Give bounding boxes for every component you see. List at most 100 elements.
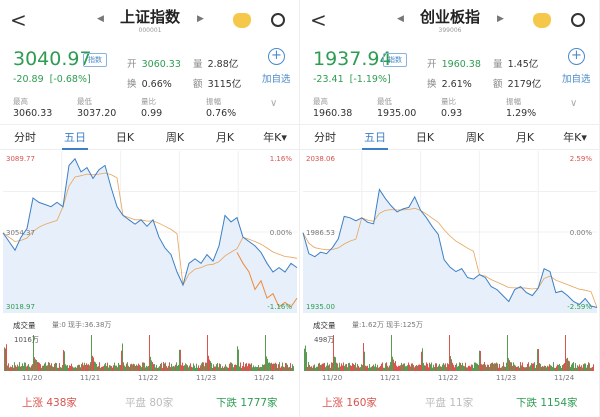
- prev-index-icon[interactable]: ◀: [397, 14, 404, 24]
- volume-bar: [344, 365, 345, 371]
- volume-bar: [493, 363, 494, 371]
- volume-bar: [81, 364, 82, 371]
- mascot-icon[interactable]: [533, 13, 551, 28]
- axis-label: 0.00%: [270, 229, 293, 237]
- mascot-icon[interactable]: [233, 13, 251, 28]
- volume-bar: [405, 366, 406, 371]
- volume-bar: [268, 362, 269, 371]
- tab-4[interactable]: 月K: [215, 131, 235, 144]
- volume-bar: [143, 362, 144, 371]
- tab-2[interactable]: 日K: [415, 131, 435, 144]
- volume-bar: [500, 367, 501, 371]
- volume-bar: [66, 365, 67, 371]
- volume-bar: [398, 365, 399, 371]
- volume-bar: [16, 366, 17, 371]
- volume-bar: [224, 366, 225, 371]
- prev-index-icon[interactable]: ◀: [97, 14, 104, 24]
- search-icon[interactable]: [571, 13, 585, 27]
- tab-5[interactable]: 年K▾: [563, 131, 587, 144]
- volume-bar: [72, 366, 73, 371]
- volume-bar: [241, 367, 242, 371]
- tab-3[interactable]: 周K: [165, 131, 185, 144]
- volume-bar: [332, 362, 333, 371]
- volume-bar: [61, 367, 62, 371]
- add-watchlist-button[interactable]: 加自选: [562, 74, 591, 85]
- open-value: 3060.33: [141, 59, 181, 70]
- expand-chevron-icon[interactable]: ∨: [270, 98, 278, 109]
- volume-bar: [197, 367, 198, 371]
- volume-label: 成交量: [313, 321, 336, 330]
- volume-bar: [220, 364, 221, 371]
- volume-bar: [391, 335, 392, 371]
- tab-1[interactable]: 五日: [50, 125, 100, 150]
- volume-bar: [309, 364, 310, 371]
- volume-bar: [164, 363, 165, 371]
- volume-bar: [364, 351, 365, 371]
- volume-bar: [473, 367, 474, 371]
- search-icon[interactable]: [271, 13, 285, 27]
- date-label: 11/21: [80, 374, 101, 382]
- volume-bar: [140, 365, 141, 371]
- expand-chevron-icon[interactable]: ∨: [570, 98, 578, 109]
- volume-bar: [564, 363, 565, 371]
- volume-bar: [427, 363, 428, 371]
- volume-info: 量:1.62万 现手:125万: [352, 321, 423, 329]
- price-chart[interactable]: 3089.77 3054.37 3018.97 1.16% 0.00% -1.16%: [0, 151, 300, 313]
- volume-bar: [467, 367, 468, 371]
- tab-0[interactable]: 分时: [314, 131, 336, 144]
- add-watchlist-button[interactable]: 加自选: [262, 74, 291, 85]
- volume-bar: [345, 364, 346, 371]
- volume-bar: [104, 364, 105, 371]
- tab-5[interactable]: 年K▾: [263, 131, 287, 144]
- volume-bar: [501, 367, 502, 371]
- tab-0[interactable]: 分时: [14, 131, 36, 144]
- back-button[interactable]: <: [10, 8, 27, 32]
- price-line: [2, 157, 298, 287]
- stat-value: 1935.00: [377, 108, 417, 119]
- volume-bar: [130, 364, 131, 371]
- volume-bar: [132, 364, 133, 371]
- volume-bar: [243, 362, 244, 371]
- volume-bar: [440, 366, 441, 371]
- volume-bar: [177, 365, 178, 371]
- volume-bar: [468, 365, 469, 371]
- tab-4[interactable]: 月K: [515, 131, 535, 144]
- tab-3[interactable]: 周K: [465, 131, 485, 144]
- volume-chart[interactable]: 498万: [300, 333, 600, 373]
- volume-bar: [108, 367, 109, 371]
- volume-bar: [555, 367, 556, 371]
- volume-bar: [386, 362, 387, 371]
- volume-bar: [454, 367, 455, 371]
- add-watchlist-icon[interactable]: +: [268, 48, 285, 65]
- volume-bar: [455, 364, 456, 371]
- add-watchlist-icon[interactable]: +: [568, 48, 585, 65]
- volume-bar: [183, 365, 184, 371]
- next-index-icon[interactable]: ▶: [197, 14, 204, 24]
- next-index-icon[interactable]: ▶: [497, 14, 504, 24]
- volume-bar: [570, 367, 571, 371]
- volume-bar: [356, 367, 357, 371]
- stat-value: 0.76%: [206, 108, 237, 119]
- volume-bar: [276, 363, 277, 371]
- price-chart[interactable]: 2038.06 1986.53 1935.00 2.59% 0.00% -2.59%: [300, 151, 600, 313]
- volume-chart[interactable]: 1016万: [0, 333, 300, 373]
- volume-bar: [426, 362, 427, 371]
- tab-2[interactable]: 日K: [115, 131, 135, 144]
- index-badge[interactable]: 指数: [83, 53, 107, 67]
- volume-bar: [119, 364, 120, 371]
- volume-bar: [563, 364, 564, 371]
- volume-bar: [481, 364, 482, 371]
- volume-bar: [470, 366, 471, 371]
- back-button[interactable]: <: [310, 8, 327, 32]
- advancers-count: 上涨 160家: [322, 397, 377, 409]
- volume-bar: [325, 367, 326, 371]
- volume-bar: [284, 367, 285, 371]
- index-badge[interactable]: 指数: [383, 53, 407, 67]
- tab-1[interactable]: 五日: [350, 125, 400, 150]
- price-line: [302, 188, 598, 308]
- volume-max-label: 498万: [314, 336, 334, 344]
- volume-bar: [234, 364, 235, 371]
- volume-bar: [128, 365, 129, 371]
- turnover-value: 0.66%: [141, 79, 172, 90]
- volume-bar: [80, 367, 81, 371]
